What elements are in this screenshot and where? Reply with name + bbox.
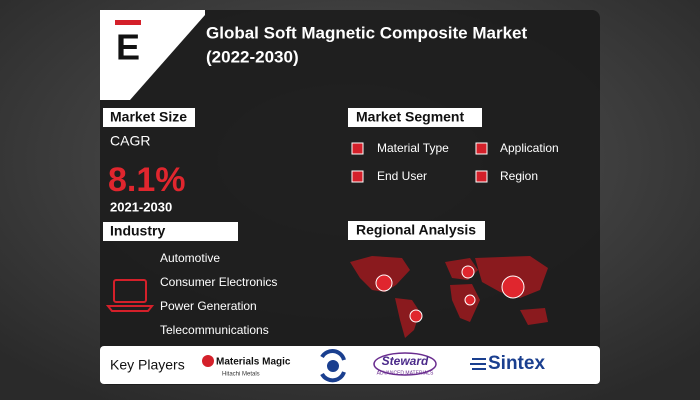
players-bar bbox=[100, 346, 600, 384]
player-logo: Steward ADVANCED MATERIALS bbox=[373, 352, 437, 376]
segment-list: Material Type Application End User Regio… bbox=[351, 141, 559, 183]
bullet bbox=[475, 170, 488, 183]
industry: Telecommunications bbox=[160, 323, 269, 337]
heading-box bbox=[103, 222, 238, 241]
heading-box bbox=[348, 108, 482, 127]
metric-value: 8.1% bbox=[108, 161, 186, 199]
heading-box bbox=[103, 108, 195, 127]
segment: Material Type bbox=[377, 141, 449, 155]
player-logo: Materials Magic Hitachi Metals bbox=[202, 355, 291, 378]
player-logo bbox=[320, 349, 346, 383]
bullet bbox=[475, 142, 488, 155]
title-line: Global Soft Magnetic Composite Market bbox=[206, 23, 527, 42]
segment: Application bbox=[500, 141, 559, 155]
heading: Industry bbox=[110, 223, 165, 239]
title-line: (2022-2030) bbox=[206, 47, 299, 66]
heading: Market Size bbox=[110, 109, 187, 125]
heading: Market Segment bbox=[356, 109, 464, 125]
player-sub: ADVANCED MATERIALS bbox=[377, 370, 434, 376]
player-name: Sintex bbox=[488, 353, 545, 374]
region-markers bbox=[375, 265, 525, 323]
player-name: Steward bbox=[382, 354, 429, 368]
heading: Regional Analysis bbox=[356, 222, 476, 238]
player-sub: Hitachi Metals bbox=[222, 372, 260, 378]
industry: Consumer Electronics bbox=[160, 275, 277, 289]
segment: Region bbox=[500, 169, 538, 183]
bullet bbox=[351, 142, 364, 155]
logo-triangle bbox=[100, 10, 205, 100]
industry: Automotive bbox=[160, 251, 220, 265]
logo: E bbox=[116, 27, 140, 68]
period: 2021-2030 bbox=[110, 199, 172, 214]
bullet bbox=[351, 170, 364, 183]
laptop-icon bbox=[105, 279, 155, 312]
segment: End User bbox=[377, 169, 427, 183]
heading: Key Players bbox=[110, 357, 185, 373]
logo-bar bbox=[115, 20, 141, 25]
player-logo: Sintex bbox=[470, 353, 545, 374]
player-name: Materials Magic bbox=[216, 357, 291, 368]
metric: CAGR bbox=[110, 133, 150, 149]
heading-box bbox=[348, 221, 485, 240]
industry: Power Generation bbox=[160, 299, 257, 313]
